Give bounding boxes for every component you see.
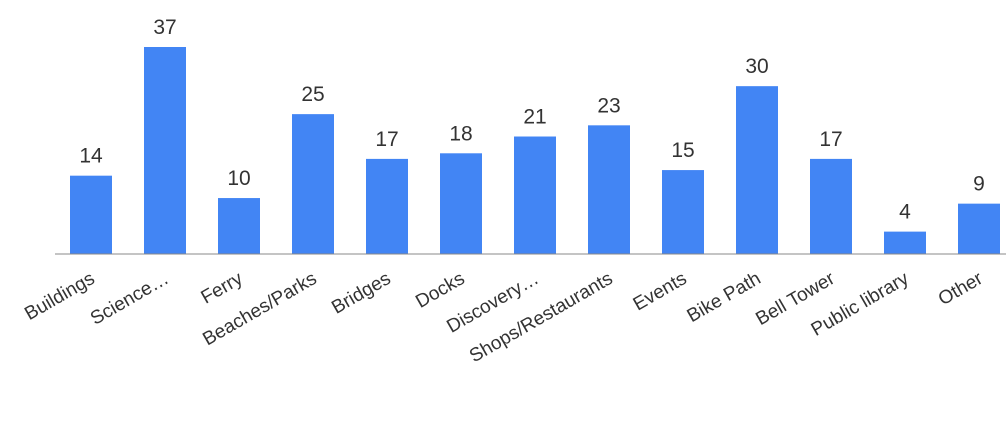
x-tick-label-4: Bridges [328,268,394,318]
value-label-2: 10 [227,167,250,190]
bar-0 [70,175,112,254]
x-tick-label-0: Buildings [21,268,98,325]
value-label-12: 9 [973,173,985,196]
value-label-0: 14 [79,145,103,168]
bar-10 [810,158,852,254]
x-tick-label-2: Ferry [198,268,247,309]
bar-5 [440,153,482,254]
bar-6 [514,136,556,254]
x-tick-label-5: Docks [412,268,468,313]
x-tick-label-8: Events [630,268,691,315]
value-label-5: 18 [449,122,472,145]
value-label-1: 37 [153,16,176,39]
value-label-8: 15 [671,139,694,162]
bar-8 [662,170,704,254]
value-label-6: 21 [523,106,546,129]
x-tick-label-1: Science… [87,268,173,329]
bar-9 [736,86,778,254]
bar-1 [144,47,186,254]
value-label-7: 23 [597,94,620,117]
bar-7 [588,125,630,254]
bar-3 [292,114,334,254]
bars-group [70,47,1000,254]
bar-11 [884,231,926,254]
value-label-9: 30 [745,55,768,78]
value-label-3: 25 [301,83,324,106]
x-tick-label-12: Other [935,268,987,310]
value-label-10: 17 [819,128,842,151]
value-label-11: 4 [899,201,911,224]
bar-4 [366,158,408,254]
x-tick-label-7: Shops/Restaurants [466,268,616,367]
value-label-4: 17 [375,128,398,151]
value-labels-group: 14 37 10 25 17 18 21 23 15 30 17 4 9 [79,16,985,224]
bar-2 [218,198,260,254]
bar-12 [958,203,1000,254]
x-tick-label-9: Bike Path [684,268,765,327]
